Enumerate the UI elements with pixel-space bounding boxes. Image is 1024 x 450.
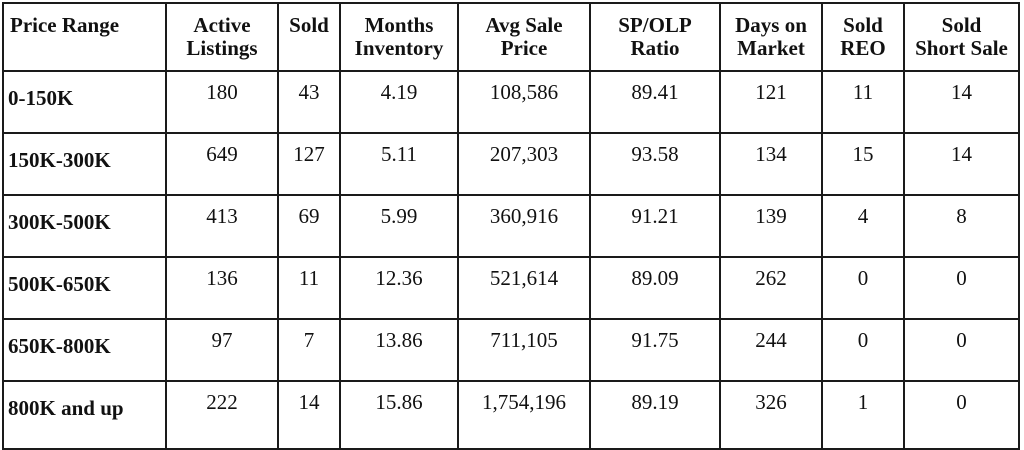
- days-on-market-cell: 326: [719, 380, 823, 450]
- sold-cell: 14: [277, 380, 341, 450]
- sold-reo-cell: 1: [821, 380, 905, 450]
- sold-cell: 11: [277, 256, 341, 320]
- sold-short-sale-cell: 0: [903, 380, 1020, 450]
- header-label: Sold: [843, 13, 883, 37]
- header-price-range: Price Range: [2, 2, 167, 72]
- header-row: Price Range Active Listings Sold Months In…: [2, 2, 1020, 72]
- days-on-market-cell: 139: [719, 194, 823, 258]
- avg-sale-price-cell: 108,586: [457, 70, 591, 134]
- price-range-cell: 500K-650K: [2, 256, 167, 320]
- sp-olp-ratio-cell: 91.21: [589, 194, 721, 258]
- header-months-inventory: Months Inventory: [339, 2, 459, 72]
- sold-reo-cell: 0: [821, 256, 905, 320]
- months-inventory-cell: 5.11: [339, 132, 459, 196]
- header-label: Listings: [186, 36, 258, 60]
- days-on-market-cell: 244: [719, 318, 823, 382]
- header-label: Short Sale: [915, 36, 1008, 60]
- header-label: Days on: [735, 13, 807, 37]
- header-label: Months: [364, 13, 434, 37]
- avg-sale-price-cell: 207,303: [457, 132, 591, 196]
- sold-cell: 127: [277, 132, 341, 196]
- header-sold-reo: Sold REO: [821, 2, 905, 72]
- header-label: Inventory: [354, 36, 444, 60]
- header-label: Market: [737, 36, 805, 60]
- avg-sale-price-cell: 711,105: [457, 318, 591, 382]
- sold-short-sale-cell: 0: [903, 318, 1020, 382]
- sp-olp-ratio-cell: 89.09: [589, 256, 721, 320]
- avg-sale-price-cell: 1,754,196: [457, 380, 591, 450]
- header-label: Sold: [941, 13, 982, 37]
- price-range-cell: 800K and up: [2, 380, 167, 450]
- months-inventory-cell: 4.19: [339, 70, 459, 134]
- sold-short-sale-cell: 0: [903, 256, 1020, 320]
- header-label: REO: [840, 36, 886, 60]
- sold-cell: 43: [277, 70, 341, 134]
- table-row: 0-150K 180 43 4.19 108,586 89.41 121 11 …: [2, 70, 1020, 134]
- sp-olp-ratio-cell: 93.58: [589, 132, 721, 196]
- sold-reo-cell: 0: [821, 318, 905, 382]
- days-on-market-cell: 121: [719, 70, 823, 134]
- header-label: Active: [193, 13, 251, 37]
- table-row: 650K-800K 97 7 13.86 711,105 91.75 244 0…: [2, 318, 1020, 382]
- header-label: Avg Sale: [485, 13, 563, 37]
- sold-reo-cell: 11: [821, 70, 905, 134]
- header-label: Ratio: [630, 36, 680, 60]
- table-row: 500K-650K 136 11 12.36 521,614 89.09 262…: [2, 256, 1020, 320]
- price-range-cell: 650K-800K: [2, 318, 167, 382]
- months-inventory-cell: 12.36: [339, 256, 459, 320]
- price-range-cell: 150K-300K: [2, 132, 167, 196]
- table-row: 800K and up 222 14 15.86 1,754,196 89.19…: [2, 380, 1020, 450]
- header-avg-sale-price: Avg Sale Price: [457, 2, 591, 72]
- active-listings-cell: 180: [165, 70, 279, 134]
- table-row: 300K-500K 413 69 5.99 360,916 91.21 139 …: [2, 194, 1020, 258]
- days-on-market-cell: 134: [719, 132, 823, 196]
- active-listings-cell: 222: [165, 380, 279, 450]
- header-label: Price Range: [10, 13, 120, 37]
- header-label: Sold: [289, 13, 329, 37]
- active-listings-cell: 97: [165, 318, 279, 382]
- sold-reo-cell: 4: [821, 194, 905, 258]
- header-label: SP/OLP: [618, 13, 692, 37]
- sold-reo-cell: 15: [821, 132, 905, 196]
- header-label: Price: [500, 36, 548, 60]
- avg-sale-price-cell: 521,614: [457, 256, 591, 320]
- active-listings-cell: 136: [165, 256, 279, 320]
- header-sold-short-sale: Sold Short Sale: [903, 2, 1020, 72]
- active-listings-cell: 413: [165, 194, 279, 258]
- table-row: 150K-300K 649 127 5.11 207,303 93.58 134…: [2, 132, 1020, 196]
- active-listings-cell: 649: [165, 132, 279, 196]
- avg-sale-price-cell: 360,916: [457, 194, 591, 258]
- header-active-listings: Active Listings: [165, 2, 279, 72]
- price-range-cell: 300K-500K: [2, 194, 167, 258]
- header-sold: Sold: [277, 2, 341, 72]
- months-inventory-cell: 13.86: [339, 318, 459, 382]
- sold-short-sale-cell: 8: [903, 194, 1020, 258]
- sold-cell: 69: [277, 194, 341, 258]
- sp-olp-ratio-cell: 89.19: [589, 380, 721, 450]
- months-inventory-cell: 15.86: [339, 380, 459, 450]
- header-days-on-market: Days on Market: [719, 2, 823, 72]
- days-on-market-cell: 262: [719, 256, 823, 320]
- sp-olp-ratio-cell: 89.41: [589, 70, 721, 134]
- sold-short-sale-cell: 14: [903, 70, 1020, 134]
- sold-short-sale-cell: 14: [903, 132, 1020, 196]
- sp-olp-ratio-cell: 91.75: [589, 318, 721, 382]
- months-inventory-cell: 5.99: [339, 194, 459, 258]
- price-range-cell: 0-150K: [2, 70, 167, 134]
- header-sp-olp-ratio: SP/OLP Ratio: [589, 2, 721, 72]
- sold-cell: 7: [277, 318, 341, 382]
